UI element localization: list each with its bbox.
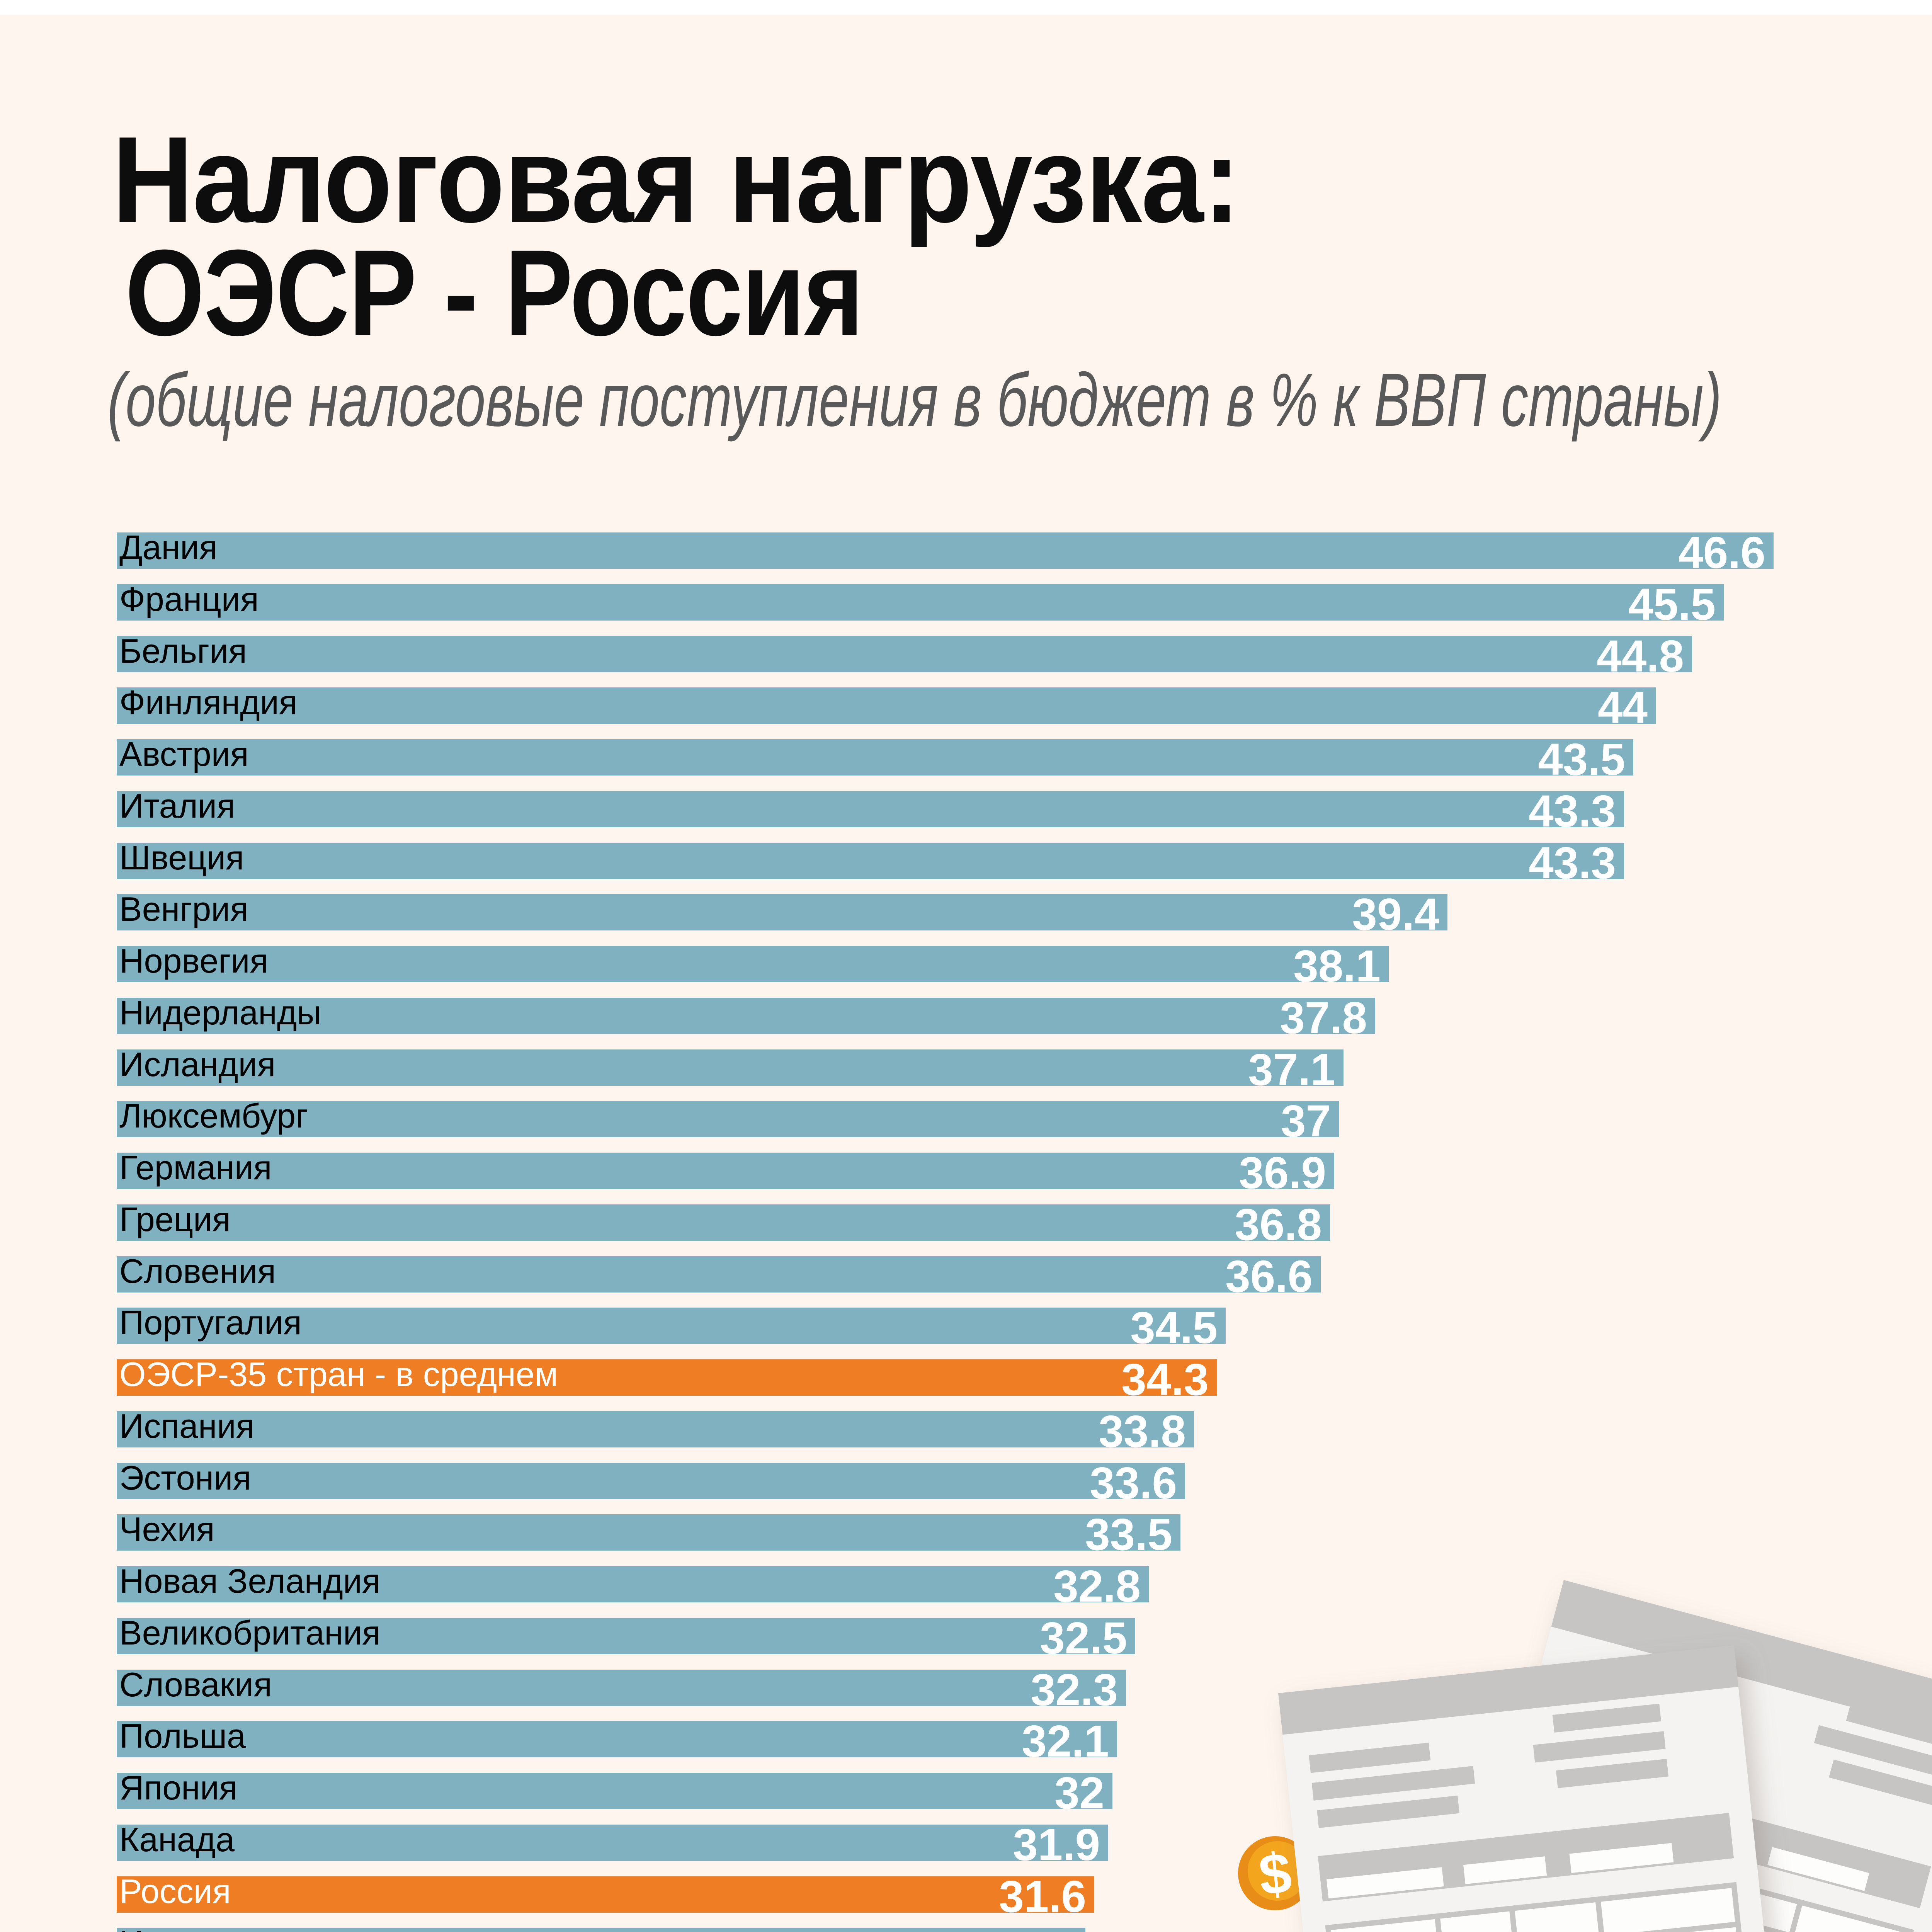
svg-text:$: $ [1256, 1840, 1294, 1908]
